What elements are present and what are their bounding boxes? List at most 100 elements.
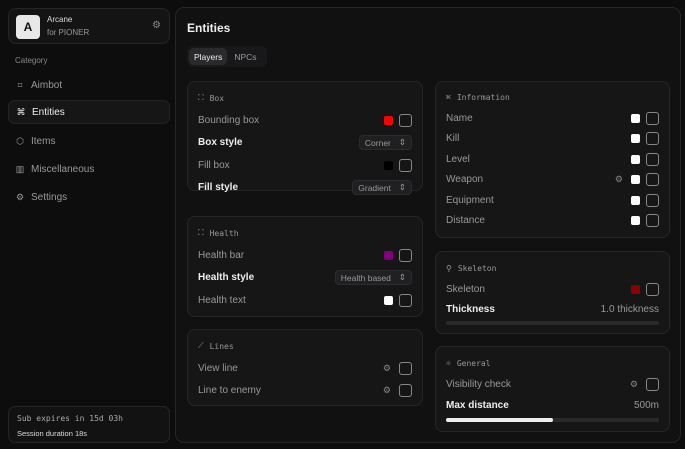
health-style-select[interactable]: Health based ⇕	[334, 270, 412, 286]
slider-fill	[446, 418, 553, 422]
health-card: ⛶ Health Health bar Health style Health ba…	[187, 216, 423, 317]
thickness-label: Thickness	[446, 303, 495, 315]
fill-style-select[interactable]: Gradient ⇕	[352, 180, 412, 196]
checkbox[interactable]	[646, 173, 659, 187]
box-icon: ⬡	[16, 135, 24, 146]
color-swatch[interactable]	[631, 154, 640, 164]
sidebar-item-label: Items	[31, 135, 56, 147]
gear-icon: ⚙	[15, 191, 25, 202]
health-text-label: Health text	[198, 294, 246, 306]
visibility-check-label: Visibility check	[446, 379, 511, 390]
box-style-label: Box style	[198, 137, 243, 149]
checkbox[interactable]	[646, 193, 659, 207]
info-row-name: Name	[446, 108, 659, 129]
bone-icon: ⚲	[446, 263, 452, 273]
information-card: ⌘ Information Name Kill Level Weapon ⚙ Equipme…	[435, 81, 670, 238]
info-label: Name	[446, 112, 473, 124]
page-title: Entities	[187, 21, 231, 35]
fill-color-swatch[interactable]	[384, 160, 393, 170]
fill-box-label: Fill box	[198, 159, 230, 171]
thickness-slider[interactable]	[446, 321, 659, 325]
checkbox[interactable]	[646, 111, 659, 125]
sidebar-item-label: Miscellaneous	[31, 163, 95, 175]
tab-players[interactable]: Players	[189, 48, 228, 65]
checkbox[interactable]	[646, 214, 659, 228]
sidebar-item-miscellaneous[interactable]: ▥ Miscellaneous	[8, 157, 170, 181]
info-row-distance: Distance	[446, 211, 659, 232]
info-label: Distance	[446, 215, 485, 227]
crosshair-icon: ⌗	[17, 79, 23, 90]
health-text-color-swatch[interactable]	[384, 295, 393, 305]
select-value: Health based	[340, 272, 391, 283]
health-text-checkbox[interactable]	[399, 293, 412, 307]
info-label: Weapon	[446, 174, 484, 186]
grid-icon: ▥	[15, 163, 25, 174]
chevron-updown-icon: ⇕	[398, 272, 406, 283]
card-title: Skeleton	[457, 263, 497, 273]
bracket-icon: ⛶	[198, 228, 204, 237]
card-title: Lines	[209, 341, 234, 351]
skeleton-label: Skeleton	[446, 283, 485, 295]
card-title: Information	[456, 92, 510, 102]
sub-expires: Sub expires in 15d 03h	[17, 414, 123, 423]
gear-icon[interactable]: ⚙	[382, 362, 391, 373]
gear-icon[interactable]: ⚙	[629, 379, 638, 389]
brand-card: A Arcane for PIONER ⚙	[8, 8, 170, 44]
bounding-box-checkbox[interactable]	[399, 113, 412, 127]
skeleton-card: ⚲ Skeleton Skeleton Thickness 1.0 thicknes…	[435, 251, 670, 334]
sidebar-item-label: Settings	[31, 191, 68, 203]
color-swatch[interactable]	[631, 113, 640, 123]
info-row-weapon: Weapon ⚙	[446, 170, 659, 191]
color-swatch[interactable]	[631, 195, 640, 205]
card-title: General	[456, 358, 491, 368]
gear-icon[interactable]: ⚙	[152, 20, 161, 31]
color-swatch[interactable]	[631, 216, 640, 226]
skeleton-color-swatch[interactable]	[631, 284, 640, 294]
info-row-level: Level	[446, 149, 659, 170]
info-label: Equipment	[446, 194, 494, 206]
fill-style-label: Fill style	[198, 182, 239, 194]
sidebar-item-items[interactable]: ⬡ Items	[8, 129, 170, 153]
box-style-select[interactable]: Corner ⇕	[358, 135, 412, 151]
gear-icon[interactable]: ⚙	[614, 174, 623, 185]
info-row-kill: Kill	[446, 129, 659, 150]
bounding-box-label: Bounding box	[198, 114, 260, 126]
line-icon: ⟋	[198, 341, 204, 350]
session-duration: Session duration 18s	[17, 429, 88, 438]
bracket-icon: ⛶	[198, 93, 204, 102]
skeleton-checkbox[interactable]	[646, 282, 659, 296]
tabs: Players NPCs	[187, 46, 267, 67]
bounding-color-swatch[interactable]	[384, 115, 393, 125]
color-swatch[interactable]	[631, 175, 640, 185]
visibility-check-checkbox[interactable]	[646, 378, 659, 391]
subscription-card: Sub expires in 15d 03h Session duration …	[8, 406, 170, 443]
max-distance-slider[interactable]	[446, 418, 659, 422]
fill-box-checkbox[interactable]	[399, 158, 412, 172]
line-to-enemy-checkbox[interactable]	[399, 384, 412, 398]
checkbox[interactable]	[646, 132, 659, 146]
tab-npcs[interactable]: NPCs	[234, 51, 257, 62]
sidebar-item-aimbot[interactable]: ⌗ Aimbot	[8, 73, 170, 97]
sidebar-item-label: Aimbot	[31, 79, 63, 91]
max-distance-label: Max distance	[446, 400, 509, 411]
info-label: Level	[446, 153, 470, 165]
color-swatch[interactable]	[631, 134, 640, 144]
sidebar-item-label: Entities	[32, 106, 65, 118]
checkbox[interactable]	[646, 152, 659, 166]
health-bar-checkbox[interactable]	[399, 248, 412, 262]
brand-name: Arcane	[47, 15, 73, 24]
info-label: Kill	[446, 133, 460, 145]
max-distance-value: 500m	[633, 400, 659, 411]
scan-icon: ⌘	[16, 106, 26, 117]
gear-icon[interactable]: ⚙	[382, 385, 391, 396]
chevron-updown-icon: ⇕	[398, 182, 406, 193]
box-card: ⛶ Box Bounding box Box style Corner ⇕ Fill …	[187, 81, 423, 196]
sidebar-item-entities[interactable]: ⌘ Entities	[8, 100, 170, 124]
general-card: ☼ General Visibility check ⚙ Max distance 5…	[435, 346, 670, 432]
card-title: Box	[209, 93, 225, 103]
view-line-label: View line	[198, 362, 238, 374]
view-line-checkbox[interactable]	[399, 361, 412, 375]
health-bar-color-swatch[interactable]	[384, 250, 393, 260]
sidebar-item-settings[interactable]: ⚙ Settings	[8, 185, 170, 209]
lines-card: ⟋ Lines View line ⚙ Line to enemy ⚙	[187, 329, 423, 406]
